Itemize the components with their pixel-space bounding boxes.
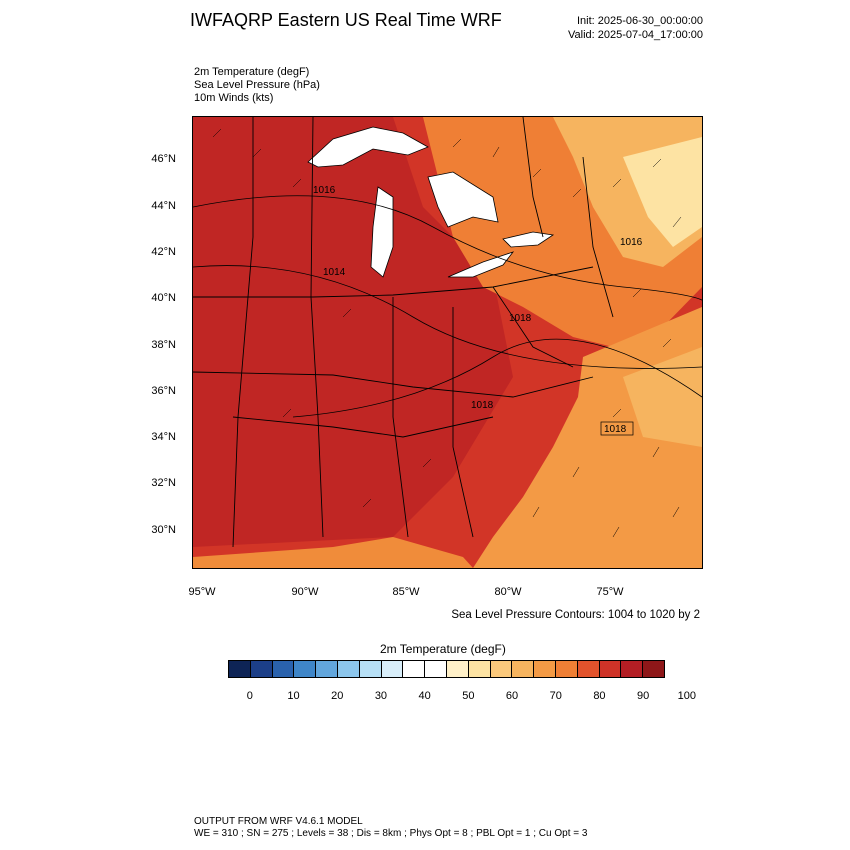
- colorbar-label: 20: [331, 690, 344, 702]
- colorbar-swatch: [446, 661, 469, 677]
- lat-label: 32°N: [151, 477, 176, 489]
- pressure-contours: [193, 195, 702, 418]
- colorbar-swatch: [512, 661, 535, 677]
- lon-label: 75°W: [596, 586, 624, 598]
- pressure-label: 1018: [604, 424, 627, 435]
- colorbar-swatch: [229, 661, 251, 677]
- colorbar-swatch: [359, 661, 382, 677]
- contour-note: Sea Level Pressure Contours: 1004 to 102…: [451, 609, 700, 621]
- colorbar-label: 90: [637, 690, 650, 702]
- pressure-label: 1014: [323, 267, 346, 278]
- colorbar-label: 50: [462, 690, 475, 702]
- pressure-label: 1018: [471, 400, 494, 411]
- pressure-label: 1018: [509, 313, 532, 324]
- temperature-colorbar: [228, 660, 665, 678]
- lat-label: 34°N: [151, 431, 176, 443]
- temperature-map: 1016 1014 1016 1018 1018 1018: [192, 116, 703, 569]
- lon-label: 95°W: [188, 586, 216, 598]
- lake-superior: [307, 126, 429, 168]
- field-winds: 10m Winds (kts): [194, 92, 274, 104]
- colorbar-swatch: [381, 661, 404, 677]
- init-time: Init: 2025-06-30_00:00:00: [577, 15, 703, 27]
- hot-interior: [193, 117, 513, 547]
- model-footer: OUTPUT FROM WRF V4.6.1 MODEL WE = 310 ; …: [194, 816, 587, 840]
- pressure-label: 1016: [620, 237, 643, 248]
- lon-label: 80°W: [494, 586, 522, 598]
- lat-label: 36°N: [151, 385, 176, 397]
- colorbar-swatch: [294, 661, 317, 677]
- colorbar-swatch: [250, 661, 273, 677]
- colorbar-swatch: [555, 661, 578, 677]
- lat-label: 40°N: [151, 292, 176, 304]
- colorbar-swatch: [403, 661, 426, 677]
- plot-title: IWFAQRP Eastern US Real Time WRF: [190, 10, 502, 30]
- colorbar-swatch: [272, 661, 295, 677]
- colorbar-swatch: [316, 661, 338, 677]
- atlantic-cooler: [623, 347, 702, 447]
- colorbar-swatch: [490, 661, 513, 677]
- lake-michigan: [370, 186, 394, 278]
- valid-time: Valid: 2025-07-04_17:00:00: [568, 29, 703, 41]
- lat-label: 42°N: [151, 246, 176, 258]
- colorbar-label: 80: [593, 690, 606, 702]
- colorbar-swatch: [425, 661, 447, 677]
- colorbar-swatch: [468, 661, 491, 677]
- lake-huron: [427, 171, 499, 228]
- colorbar-swatch: [643, 661, 664, 677]
- field-pressure: Sea Level Pressure (hPa): [194, 79, 320, 91]
- lake-erie: [447, 251, 515, 278]
- colorbar-label: 30: [374, 690, 388, 702]
- wind-barbs: [212, 128, 682, 538]
- model-version: OUTPUT FROM WRF V4.6.1 MODEL: [194, 816, 363, 827]
- colorbar-label: 70: [549, 690, 562, 702]
- lat-label: 46°N: [151, 153, 176, 165]
- colorbar-swatch: [534, 661, 556, 677]
- lake-ontario: [502, 231, 555, 248]
- pressure-label: 1016: [313, 185, 336, 196]
- colorbar-label: 10: [287, 690, 300, 702]
- colorbar-label: 60: [505, 690, 519, 702]
- lon-label: 85°W: [392, 586, 420, 598]
- field-list: 2m Temperature (degF) Sea Level Pressure…: [194, 66, 320, 105]
- pressure-label-box: [600, 421, 634, 436]
- colorbar-swatch: [621, 661, 644, 677]
- new-england-pale: [623, 137, 702, 247]
- state-boundaries: [193, 117, 614, 548]
- colorbar-title: 2m Temperature (degF): [380, 642, 506, 656]
- colorbar-label: 0: [246, 690, 253, 702]
- colorbar-swatch: [337, 661, 360, 677]
- run-times: Init: 2025-06-30_00:00:00 Valid: 2025-07…: [568, 14, 703, 42]
- colorbar-swatch: [577, 661, 600, 677]
- colorbar-swatch: [599, 661, 622, 677]
- gulf-of-mexico: [193, 537, 473, 568]
- lat-label: 44°N: [151, 200, 176, 212]
- colorbar-label: 40: [418, 690, 431, 702]
- model-settings: WE = 310 ; SN = 275 ; Levels = 38 ; Dis …: [194, 828, 588, 839]
- lat-label: 38°N: [151, 339, 176, 351]
- lon-label: 90°W: [291, 586, 319, 598]
- colorbar-label: 100: [677, 690, 697, 702]
- field-temperature: 2m Temperature (degF): [194, 66, 310, 78]
- lat-label: 30°N: [151, 524, 176, 536]
